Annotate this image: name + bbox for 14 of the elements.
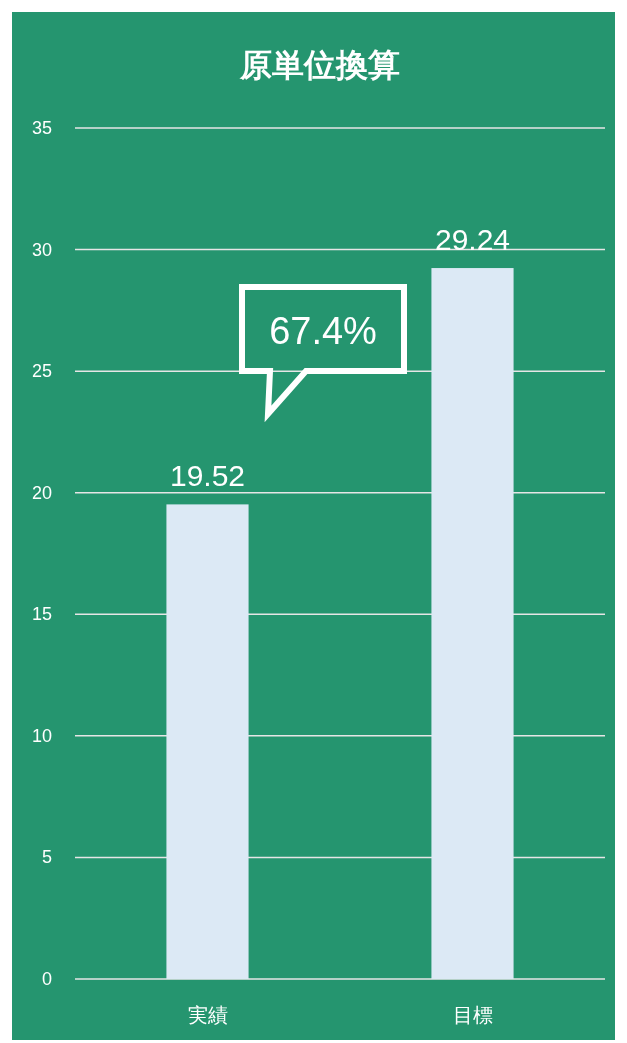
y-tick-label: 10 [31, 725, 52, 746]
x-tick-label: 目標 [452, 1004, 493, 1026]
chart-title: 原単位換算 [239, 47, 400, 83]
data-label: 29.24 [434, 223, 511, 257]
y-tick-label: 15 [31, 604, 52, 625]
x-tick-label: 実績 [187, 1004, 228, 1026]
y-tick-label: 30 [31, 239, 52, 260]
data-label: 19.52 [169, 459, 246, 493]
y-tick-label: 20 [31, 482, 52, 503]
y-tick-label: 25 [31, 361, 52, 382]
y-tick-label: 5 [41, 847, 52, 868]
y-tick-label: 35 [31, 118, 52, 138]
annotation: 67.4% [269, 310, 377, 352]
y-tick-label: 0 [41, 969, 52, 989]
